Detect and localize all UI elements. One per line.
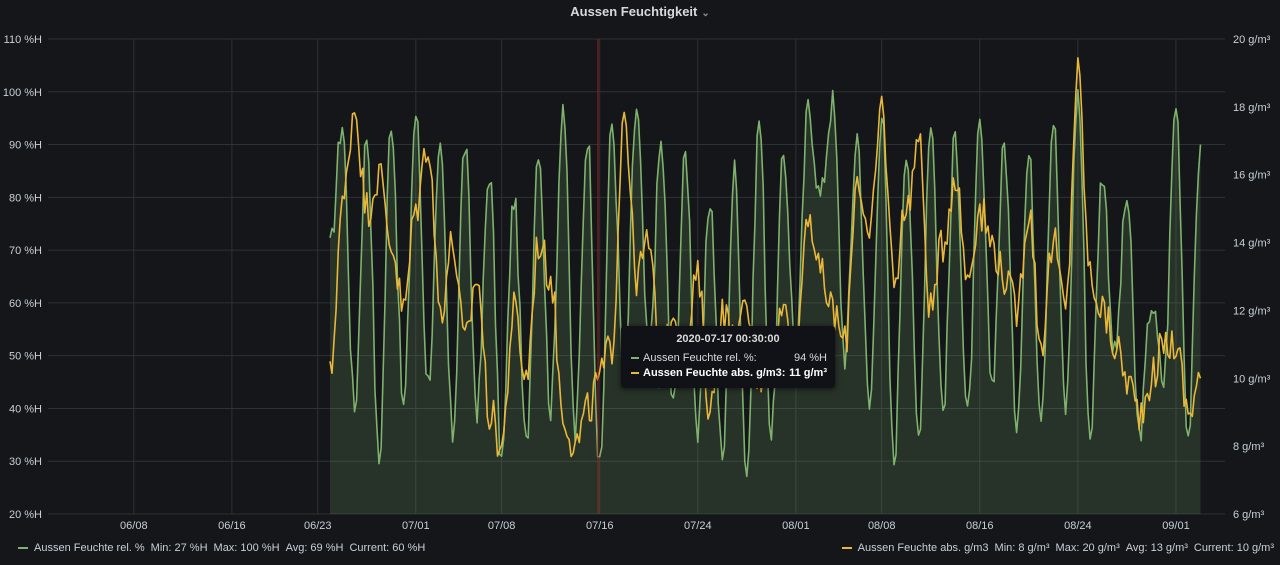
tooltip-label: Aussen Feuchte abs. g/m3: <box>643 367 786 379</box>
y-tick-label-right: 6 g/m³ <box>1233 509 1265 521</box>
legend-swatch-icon[interactable] <box>841 547 852 549</box>
tooltip: 2020-07-17 00:30:00 Aussen Feuchte rel. … <box>621 326 835 388</box>
y-tick-label-right: 14 g/m³ <box>1233 238 1271 250</box>
legend-avg: Avg: 13 g/m³ <box>1125 542 1188 554</box>
panel-title-text: Aussen Feuchtigkeit <box>570 4 698 19</box>
y-tick-label-left: 90 %H <box>9 140 42 152</box>
y-tick-label-right: 8 g/m³ <box>1233 441 1265 453</box>
tooltip-row-rel: Aussen Feuchte rel. %: 94 %H <box>631 352 827 364</box>
y-tick-label-left: 40 %H <box>9 403 42 415</box>
y-tick-label-left: 30 %H <box>9 456 42 468</box>
x-tick-label: 07/01 <box>402 520 430 532</box>
tooltip-value: 94 %H <box>793 352 827 364</box>
y-tick-label-left: 80 %H <box>9 192 42 204</box>
panel-title[interactable]: Aussen Feuchtigkeit ⌄ <box>0 4 1280 22</box>
y-tick-label-left: 20 %H <box>9 509 42 521</box>
series-line-0 <box>329 88 1202 478</box>
y-tick-label-left: 110 %H <box>4 34 42 46</box>
x-tick-label: 06/23 <box>304 520 332 532</box>
legend-right[interactable]: Aussen Feuchte abs. g/m3 Min: 8 g/m³ Max… <box>841 542 1274 554</box>
legend-avg: Avg: 69 %H <box>285 542 344 554</box>
y-axis-right: 6 g/m³ 8 g/m³ 10 g/m³ 12 g/m³ 14 g/m³ 16 g/m³… <box>1233 34 1271 521</box>
x-tick-label: 06/08 <box>120 520 148 532</box>
legend-min: Min: 8 g/m³ <box>994 542 1050 554</box>
tooltip-value: 11 g/m³ <box>789 367 827 379</box>
legend-min: Min: 27 %H <box>150 542 208 554</box>
series-swatch-yellow <box>631 372 639 374</box>
legend-left[interactable]: Aussen Feuchte rel. % Min: 27 %H Max: 10… <box>18 542 431 554</box>
x-tick-label: 08/24 <box>1064 520 1092 532</box>
legend-current: Current: 10 g/m³ <box>1193 542 1274 554</box>
legend-series-name[interactable]: Aussen Feuchte abs. g/m3 <box>857 542 989 554</box>
legend-series-name[interactable]: Aussen Feuchte rel. % <box>34 542 145 554</box>
x-tick-label: 08/16 <box>966 520 994 532</box>
legend-max: Max: 100 %H <box>213 542 280 554</box>
x-tick-label: 06/16 <box>218 520 246 532</box>
tooltip-label: Aussen Feuchte rel. %: <box>643 352 757 364</box>
y-tick-label-right: 16 g/m³ <box>1233 170 1271 182</box>
x-tick-label: 08/01 <box>782 520 810 532</box>
y-tick-label-left: 50 %H <box>9 351 42 363</box>
series-swatch-green <box>631 357 639 359</box>
x-tick-label: 09/01 <box>1162 520 1190 532</box>
y-tick-label-right: 10 g/m³ <box>1233 373 1271 385</box>
y-axis-left: 20 %H 30 %H 40 %H 50 %H 60 %H 70 %H 80 %H 90 %H… <box>3 34 42 521</box>
series-group <box>329 57 1202 514</box>
y-tick-label-right: 18 g/m³ <box>1233 102 1271 114</box>
chevron-down-icon[interactable]: ⌄ <box>701 8 710 19</box>
tooltip-time: 2020-07-17 00:30:00 <box>676 333 780 345</box>
y-tick-label-right: 20 g/m³ <box>1233 34 1271 46</box>
y-tick-label-left: 70 %H <box>9 245 42 257</box>
x-tick-label: 08/08 <box>868 520 896 532</box>
x-tick-label: 07/24 <box>684 520 712 532</box>
y-tick-label-right: 12 g/m³ <box>1233 305 1271 317</box>
x-tick-label: 07/08 <box>488 520 516 532</box>
legend-current: Current: 60 %H <box>349 542 426 554</box>
legend-max: Max: 20 g/m³ <box>1055 542 1120 554</box>
legend-swatch-icon[interactable] <box>18 547 28 549</box>
tooltip-row-abs: Aussen Feuchte abs. g/m3: 11 g/m³ <box>631 367 827 379</box>
y-tick-label-left: 100 %H <box>3 87 42 99</box>
x-axis: 06/08 06/16 06/23 07/01 07/08 07/16 07/24 08/01… <box>120 520 1190 532</box>
y-tick-label-left: 60 %H <box>9 298 42 310</box>
x-tick-label: 07/16 <box>586 520 614 532</box>
